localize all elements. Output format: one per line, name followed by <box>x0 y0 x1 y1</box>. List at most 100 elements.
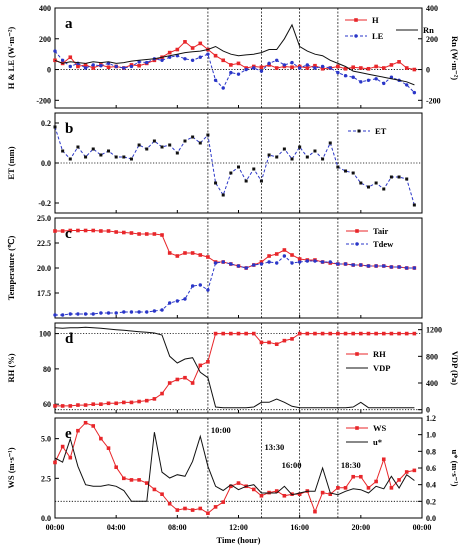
data-point-RH <box>76 403 80 407</box>
data-point-RH <box>251 331 256 336</box>
legend-label-a-0: H <box>372 15 379 25</box>
xtick-label-2: 08:00 <box>168 523 187 532</box>
event-label-1: 13:30 <box>264 442 284 452</box>
data-point-Tair <box>91 228 96 233</box>
data-point-LE <box>244 67 248 72</box>
data-point-ET <box>175 151 179 155</box>
data-point-Tdew <box>328 260 332 264</box>
data-point-H <box>366 66 371 71</box>
event-label-0: 10:00 <box>211 425 231 435</box>
data-point-Tdew <box>91 312 95 316</box>
data-point-LE <box>412 90 417 95</box>
data-point-H <box>190 46 195 50</box>
data-point-LE <box>60 58 65 63</box>
data-point-LE <box>275 58 279 63</box>
data-point-RH <box>313 331 317 336</box>
data-point-H <box>404 66 409 70</box>
data-point-LE <box>336 70 340 75</box>
data-point-RH <box>282 338 287 343</box>
data-point-Tdew <box>397 265 401 269</box>
data-point-Tair <box>274 252 279 256</box>
data-point-LE <box>190 58 195 63</box>
data-point-WS <box>297 492 302 496</box>
data-point-ET <box>397 175 401 179</box>
data-point-Tair <box>152 232 157 236</box>
data-point-ET <box>137 143 141 147</box>
data-point-LE <box>122 66 126 70</box>
data-point-WS <box>99 436 103 441</box>
data-point-Tair <box>122 230 126 235</box>
data-point-Tdew <box>206 288 210 292</box>
data-point-Tdew <box>320 260 325 264</box>
xtick-label-4: 16:00 <box>290 523 309 532</box>
data-point-RH <box>404 331 409 336</box>
data-point-Tdew <box>282 254 287 258</box>
data-point-WS <box>160 492 164 496</box>
data-point-RH <box>144 398 149 403</box>
ytick-right-label-2: 200 <box>426 35 438 44</box>
data-point-LE <box>290 60 294 65</box>
data-point-ET <box>366 185 370 189</box>
xtick-label-5: 20:00 <box>351 523 370 532</box>
ytick-label-2: 5.0 <box>41 435 51 444</box>
data-point-Tdew <box>343 262 348 266</box>
data-point-ET <box>129 157 133 161</box>
data-point-Tdew <box>290 261 294 265</box>
data-point-Tdew <box>60 313 65 317</box>
data-point-Tdew <box>68 312 72 316</box>
data-point-Tdew <box>374 264 378 268</box>
ylabel-right-a: Rn (W·m⁻²) <box>450 36 460 80</box>
xaxis-label: Time (hour) <box>217 535 261 545</box>
data-point-ET <box>305 155 309 159</box>
data-point-Tair <box>198 253 203 257</box>
data-point-H <box>274 66 279 70</box>
data-point-RH <box>328 331 333 336</box>
data-point-RH <box>412 331 417 336</box>
data-point-RH <box>206 360 210 364</box>
data-point-H <box>351 65 355 70</box>
data-point-LE <box>137 60 141 64</box>
series-line-u* <box>54 432 415 502</box>
data-point-H <box>213 53 218 58</box>
data-point-WS <box>175 508 180 512</box>
data-point-ET <box>53 125 57 129</box>
data-point-WS <box>76 428 80 433</box>
plot-frame <box>54 217 423 319</box>
series-line-Rn <box>54 23 415 86</box>
data-point-RH <box>99 402 103 406</box>
data-point-LE <box>198 55 202 59</box>
data-point-WS <box>198 506 203 511</box>
data-point-H <box>259 65 264 70</box>
data-point-Tdew <box>297 260 302 264</box>
panel-a: -200 0 200 400 -200 0 200 400 H & LE (W·m⁻²) Rn (… <box>6 4 460 109</box>
data-point-Tdew <box>175 299 180 303</box>
data-point-Tair <box>60 229 65 233</box>
data-point-WS <box>122 476 126 481</box>
data-point-H <box>389 63 394 67</box>
legend-label-d-1: VDP <box>373 363 390 373</box>
legend-label-e-0: WS <box>373 423 387 433</box>
data-point-ET <box>405 177 409 181</box>
data-point-ET <box>160 145 164 149</box>
data-point-Tdew <box>351 263 355 267</box>
data-point-WS <box>366 486 371 490</box>
data-point-WS <box>374 479 378 484</box>
legend-marker-Tdew <box>355 242 359 246</box>
ytick-label-2: 22.5 <box>37 239 51 248</box>
data-point-WS <box>236 481 241 485</box>
data-point-ET <box>374 181 378 185</box>
data-point-Tdew <box>160 308 164 312</box>
data-point-ET <box>328 141 332 145</box>
data-point-H <box>412 67 417 72</box>
data-point-ET <box>298 145 302 149</box>
data-point-H <box>374 64 378 69</box>
panel-letter-e: e <box>65 426 72 442</box>
data-point-Tair <box>106 229 111 233</box>
data-point-WS <box>359 474 363 479</box>
data-point-Tdew <box>305 259 310 263</box>
event-label-2: 16:00 <box>282 460 302 470</box>
data-point-RH <box>351 331 355 336</box>
data-point-ET <box>321 157 325 161</box>
ylabel-a: H & LE (W·m⁻²) <box>6 27 16 90</box>
data-point-Tdew <box>252 263 256 267</box>
